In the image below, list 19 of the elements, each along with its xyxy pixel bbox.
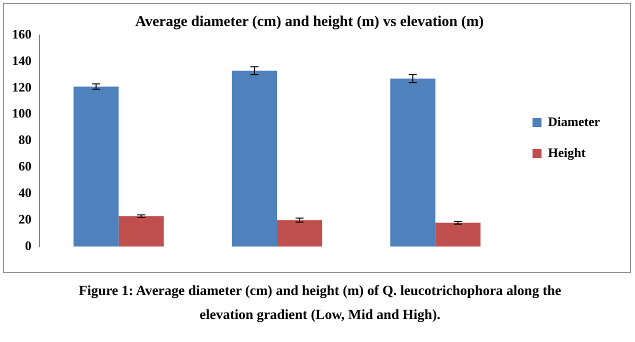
bar bbox=[435, 222, 480, 247]
bar bbox=[74, 86, 119, 247]
y-tick-label: 120 bbox=[12, 79, 32, 94]
y-tick-label: 0 bbox=[25, 238, 32, 253]
y-tick-label: 60 bbox=[18, 158, 32, 174]
bar bbox=[390, 78, 436, 247]
y-tick-label: 20 bbox=[18, 212, 32, 227]
bar bbox=[232, 70, 278, 247]
y-tick-label: 40 bbox=[18, 185, 32, 200]
caption: Figure 1: Average diameter (cm) and height (m) of Q. leucotrichophora along the elevation gradient (Low, Mid and High). bbox=[78, 283, 562, 325]
chart-title: Average diameter (cm) and height (m) vs elevation (m) bbox=[135, 14, 484, 30]
y-tick-label: 80 bbox=[18, 132, 32, 148]
y-tick-label: 140 bbox=[12, 52, 32, 68]
legend-label: Height bbox=[548, 144, 586, 160]
y-tick-label: 160 bbox=[12, 26, 32, 42]
bar bbox=[118, 216, 164, 247]
y-tick-label: 100 bbox=[12, 106, 32, 121]
legend-label: Diameter bbox=[548, 114, 600, 129]
bar bbox=[277, 220, 322, 247]
